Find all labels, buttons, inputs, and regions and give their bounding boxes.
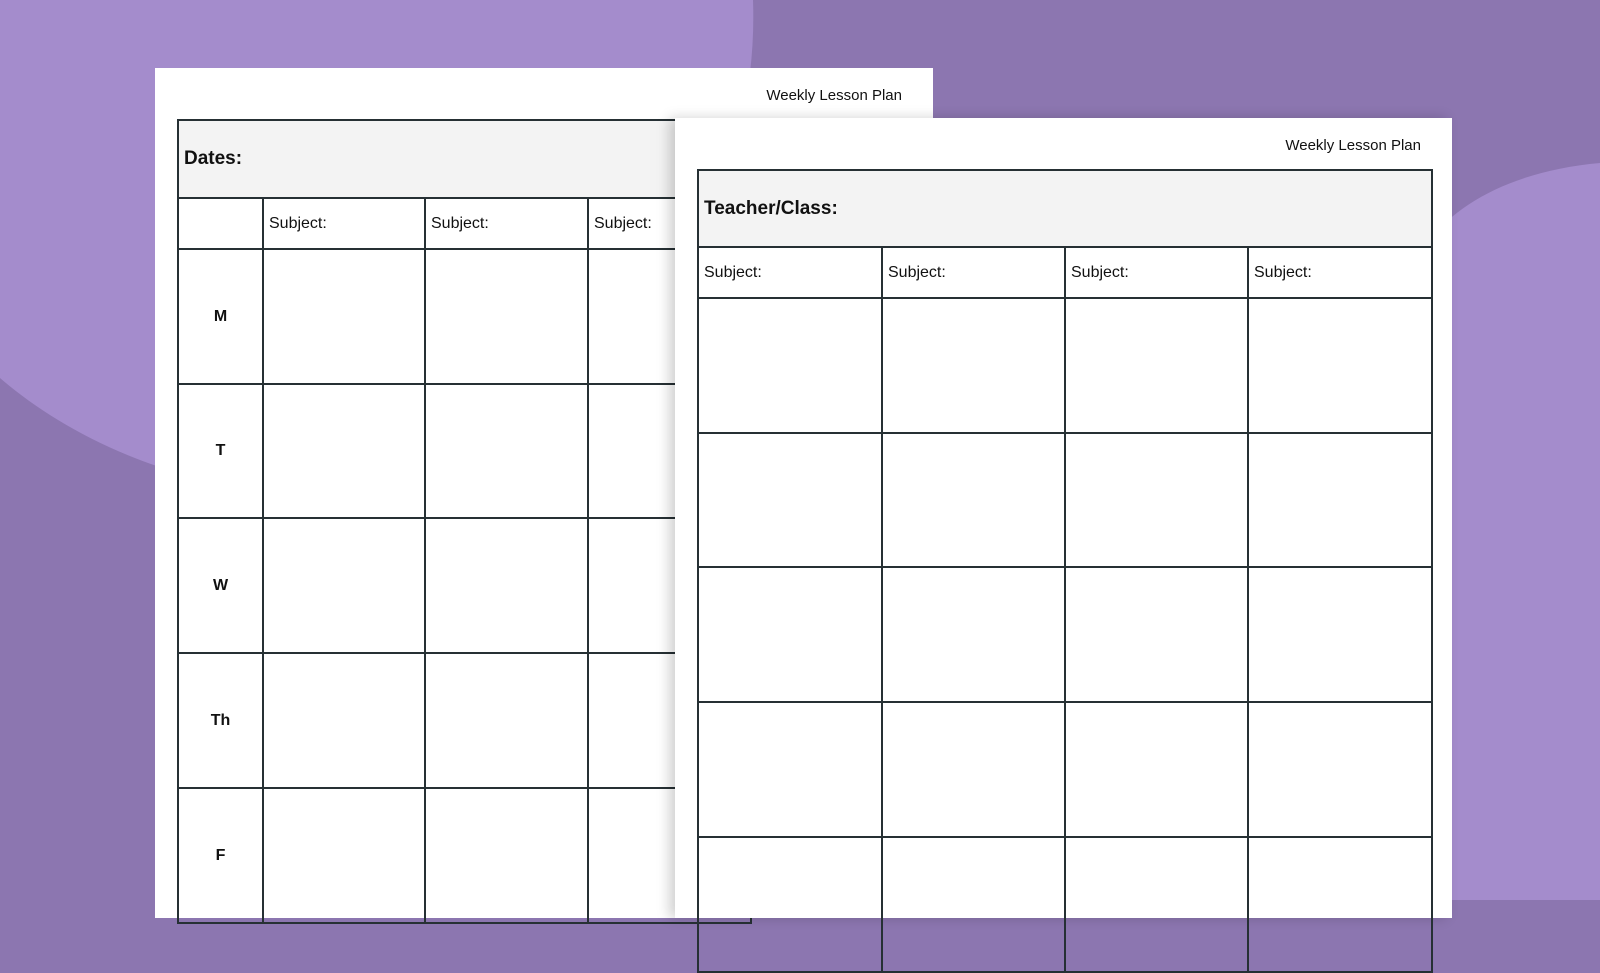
plan-cell[interactable] (1064, 297, 1249, 434)
subject-header[interactable]: Subject: (1247, 246, 1433, 299)
plan-cell[interactable] (881, 566, 1066, 703)
day-label: T (177, 383, 264, 519)
subject-header[interactable]: Subject: (424, 197, 589, 250)
plan-cell[interactable] (697, 297, 883, 434)
document-title: Weekly Lesson Plan (766, 87, 902, 104)
background-blob-bottom-right (1430, 163, 1600, 900)
plan-cell[interactable] (697, 701, 883, 838)
plan-cell[interactable] (262, 383, 426, 519)
lesson-plan-table: Teacher/Class: Subject: Subject: Subject… (697, 169, 1433, 973)
subject-header[interactable]: Subject: (697, 246, 883, 299)
corner-cell (177, 197, 264, 250)
plan-cell[interactable] (881, 701, 1066, 838)
plan-cell[interactable] (262, 787, 426, 924)
plan-cell[interactable] (1247, 566, 1433, 703)
teacher-class-field[interactable]: Teacher/Class: (697, 169, 1433, 248)
plan-cell[interactable] (262, 248, 426, 385)
lesson-plan-page-right: Weekly Lesson Plan Teacher/Class: Subjec… (675, 118, 1452, 973)
plan-cell[interactable] (1247, 836, 1433, 973)
day-label: Th (177, 652, 264, 789)
subject-header[interactable]: Subject: (881, 246, 1066, 299)
plan-cell[interactable] (697, 836, 883, 973)
plan-cell[interactable] (1247, 432, 1433, 568)
subject-header[interactable]: Subject: (262, 197, 426, 250)
plan-cell[interactable] (1064, 701, 1249, 838)
day-label: M (177, 248, 264, 385)
subject-header[interactable]: Subject: (1064, 246, 1249, 299)
plan-cell[interactable] (424, 248, 589, 385)
plan-cell[interactable] (424, 383, 589, 519)
dates-field[interactable]: Dates: (177, 119, 752, 199)
plan-cell[interactable] (424, 652, 589, 789)
document-title: Weekly Lesson Plan (1285, 137, 1421, 154)
plan-cell[interactable] (424, 517, 589, 654)
plan-cell[interactable] (697, 566, 883, 703)
plan-cell[interactable] (881, 836, 1066, 973)
plan-cell[interactable] (262, 517, 426, 654)
plan-cell[interactable] (697, 432, 883, 568)
plan-cell[interactable] (1064, 836, 1249, 973)
plan-cell[interactable] (881, 432, 1066, 568)
plan-cell[interactable] (424, 787, 589, 924)
day-label: F (177, 787, 264, 924)
plan-cell[interactable] (1247, 701, 1433, 838)
plan-cell[interactable] (262, 652, 426, 789)
plan-cell[interactable] (1064, 566, 1249, 703)
lesson-plan-table: Dates: Subject: Subject: Subject: M T W … (177, 119, 752, 924)
day-label: W (177, 517, 264, 654)
plan-cell[interactable] (881, 297, 1066, 434)
plan-cell[interactable] (1064, 432, 1249, 568)
plan-cell[interactable] (1247, 297, 1433, 434)
